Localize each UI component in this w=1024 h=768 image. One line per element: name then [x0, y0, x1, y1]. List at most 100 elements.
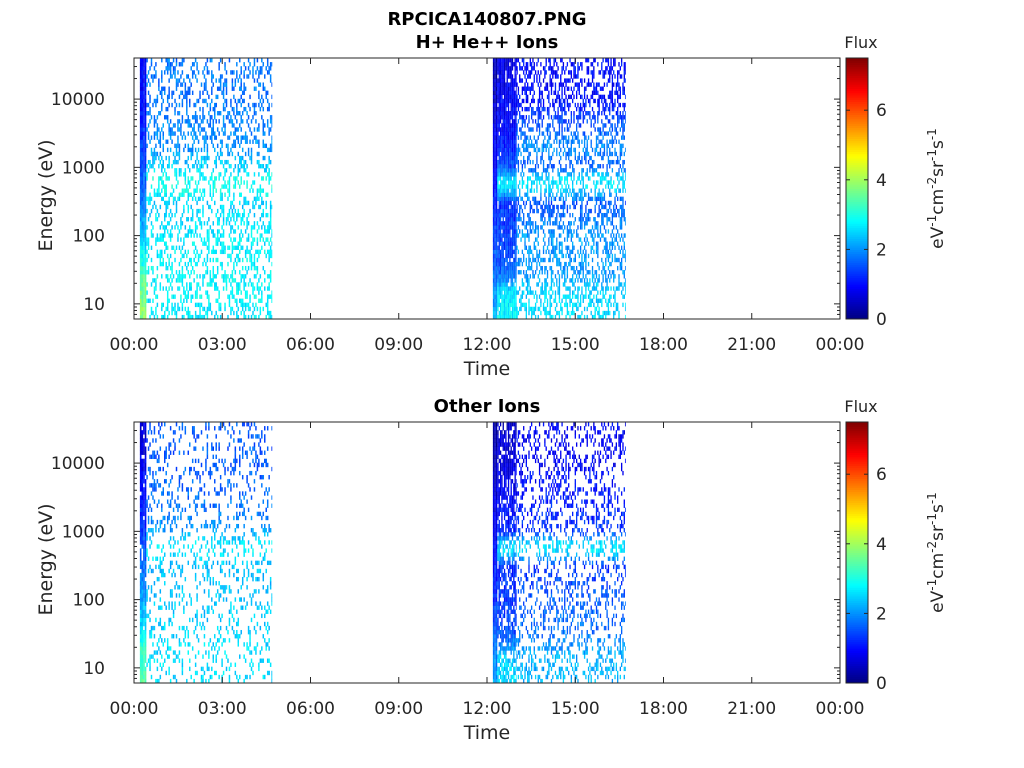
spectrogram-cell — [598, 111, 600, 116]
spectrogram-cell — [561, 270, 563, 275]
spectrogram-cell — [573, 94, 575, 100]
spectrogram-cell — [550, 212, 553, 218]
spectrogram-cell — [516, 245, 518, 250]
spectrogram-cell — [573, 139, 575, 144]
spectrogram-cell — [194, 111, 197, 116]
spectrogram-cell — [239, 58, 241, 63]
spectrogram-cell — [511, 180, 514, 185]
spectrogram-cell — [139, 221, 142, 226]
spectrogram-cell — [497, 274, 499, 279]
spectrogram-cell — [150, 74, 153, 79]
spectrogram-cell — [595, 82, 598, 87]
spectrogram-cell — [228, 278, 231, 283]
spectrogram-cell — [598, 298, 600, 303]
spectrogram-cell — [507, 127, 510, 132]
spectrogram-cell — [513, 131, 515, 136]
spectrogram-cell — [230, 217, 232, 222]
spectrogram-cell — [601, 86, 603, 91]
spectrogram-cell — [265, 168, 267, 173]
spectrogram-cell — [503, 314, 506, 320]
spectrogram-cell — [546, 131, 549, 136]
spectrogram-cell — [169, 74, 172, 79]
spectrogram-cell — [178, 306, 181, 312]
spectrogram-cell — [503, 229, 506, 234]
spectrogram-cell — [255, 200, 257, 206]
spectrogram-cell — [569, 261, 571, 267]
spectrogram-cell — [527, 282, 529, 287]
spectrogram-cell — [501, 192, 503, 197]
spectrogram-cell — [591, 115, 594, 120]
spectrogram-cell — [569, 188, 571, 193]
spectrogram-cell — [585, 286, 587, 291]
spectrogram-cell — [147, 123, 150, 128]
spectrogram-cell — [505, 265, 507, 271]
spectrogram-cell — [492, 278, 495, 283]
spectrogram-cell — [593, 111, 595, 116]
spectrogram-cell — [581, 212, 583, 218]
spectrogram-cell — [554, 135, 557, 140]
spectrogram-cell — [233, 94, 235, 100]
spectrogram-cell — [139, 229, 142, 234]
spectrogram-cell — [570, 257, 573, 263]
spectrogram-cell — [187, 119, 190, 124]
spectrogram-cell — [546, 168, 549, 173]
spectrogram-cell — [505, 66, 507, 71]
spectrogram-cell — [503, 66, 506, 71]
spectrogram-cell — [509, 233, 511, 238]
spectrogram-cell — [141, 249, 144, 255]
spectrogram-cell — [216, 217, 219, 222]
spectrogram-cell — [575, 200, 578, 206]
spectrogram-cell — [202, 176, 204, 181]
spectrogram-cell — [180, 172, 182, 177]
spectrogram-cell — [158, 86, 160, 91]
spectrogram-cell — [568, 127, 570, 132]
spectrogram-cell — [234, 143, 237, 149]
spectrogram-cell — [537, 164, 539, 169]
spectrogram-cell — [246, 270, 248, 275]
spectrogram-cell — [511, 274, 514, 279]
spectrogram-cell — [244, 290, 247, 295]
spectrogram-cell — [513, 176, 515, 181]
spectrogram-cell — [492, 274, 495, 279]
spectrogram-cell — [544, 74, 546, 79]
spectrogram-cell — [546, 204, 549, 210]
spectrogram-cell — [502, 58, 504, 63]
spectrogram-cell — [510, 115, 512, 120]
spectrogram-cell — [524, 106, 526, 112]
spectrogram-cell — [515, 127, 517, 132]
spectrogram-cell — [498, 159, 500, 165]
spectrogram-cell — [262, 265, 265, 271]
spectrogram-cell — [255, 249, 257, 255]
spectrogram-cell — [196, 115, 198, 120]
spectrogram-cell — [139, 155, 142, 161]
spectrogram-cell — [602, 176, 604, 181]
spectrogram-cell — [561, 184, 563, 189]
spectrogram-cell — [554, 306, 557, 312]
spectrogram-cell — [236, 111, 238, 116]
spectrogram-cell — [143, 192, 145, 197]
spectrogram-cell — [271, 204, 273, 210]
spectrogram-cell — [501, 245, 503, 250]
spectrogram-cell — [264, 225, 266, 230]
spectrogram-cell — [211, 115, 213, 120]
spectrogram-cell — [549, 217, 551, 222]
spectrogram-cell — [169, 66, 172, 71]
spectrogram-cell — [515, 253, 517, 259]
spectrogram-cell — [521, 196, 524, 202]
spectrogram-cell — [494, 127, 496, 132]
spectrogram-cell — [556, 237, 558, 242]
spectrogram-cell — [530, 143, 533, 149]
spectrogram-cell — [241, 155, 244, 161]
spectrogram-cell — [181, 102, 184, 108]
spectrogram-cell — [506, 302, 508, 308]
spectrogram-cell — [262, 212, 265, 218]
spectrogram-cell — [597, 98, 599, 104]
spectrogram-cell — [564, 127, 566, 132]
spectrogram-cell — [503, 265, 506, 271]
spectrogram-cell — [578, 261, 580, 267]
spectrogram-cell — [603, 106, 606, 112]
spectrogram-cell — [506, 94, 508, 100]
spectrogram-cell — [498, 302, 500, 308]
spectrogram-cell — [243, 200, 245, 206]
spectrogram-cell — [146, 298, 148, 303]
